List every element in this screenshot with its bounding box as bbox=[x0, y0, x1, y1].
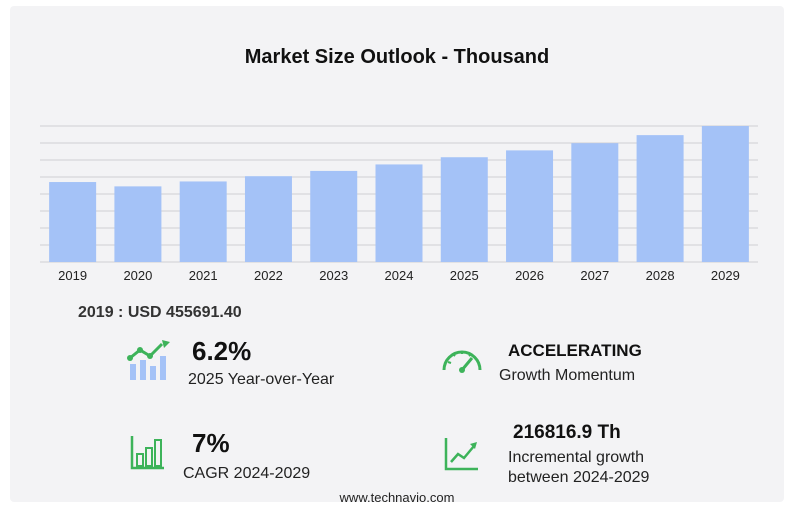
line-growth-icon bbox=[444, 436, 480, 477]
x-tick-label: 2020 bbox=[123, 268, 152, 283]
bar-chart: 2019 2020 2021 2022 2023 2024 2025 2026 2027 2028… bbox=[40, 125, 758, 283]
incremental-value: 216816.9 Th bbox=[513, 422, 621, 443]
bar-2021 bbox=[179, 181, 227, 262]
incremental-label-line1: Incremental growth bbox=[508, 449, 645, 466]
momentum-value: ACCELERATING bbox=[508, 341, 642, 360]
bar-2022 bbox=[244, 176, 292, 262]
bar-chart-icon bbox=[130, 434, 166, 477]
bar-2027 bbox=[571, 143, 619, 262]
x-tick-label: 2026 bbox=[515, 268, 544, 283]
momentum-label: Growth Momentum bbox=[499, 367, 636, 384]
yoy-value: 6.2% bbox=[192, 336, 252, 366]
chart-title: Market Size Outlook - Thousand bbox=[244, 46, 550, 68]
incremental-label-line2: between 2024-2029 bbox=[508, 469, 650, 486]
cagr-label: CAGR 2024-2029 bbox=[183, 465, 311, 482]
x-tick-label: 2024 bbox=[385, 268, 414, 283]
x-tick-label: 2027 bbox=[580, 268, 609, 283]
bar-2029 bbox=[701, 126, 749, 262]
bar-2020 bbox=[114, 186, 162, 262]
yoy-label: 2025 Year-over-Year bbox=[188, 371, 335, 388]
footer-url: www.technavio.com bbox=[339, 490, 455, 505]
bar-2028 bbox=[636, 135, 684, 262]
bar-2019 bbox=[49, 182, 97, 262]
x-tick-label: 2019 bbox=[58, 268, 87, 283]
x-tick-label: 2025 bbox=[450, 268, 479, 283]
bar-2024 bbox=[375, 164, 423, 262]
bar-2025 bbox=[440, 157, 488, 262]
bar-2026 bbox=[506, 150, 554, 262]
bar-2023 bbox=[310, 170, 358, 262]
x-tick-label: 2021 bbox=[189, 268, 218, 283]
x-tick-label: 2028 bbox=[646, 268, 675, 283]
chart-card: Market Size Outlook - Thousand 2019 2020 2… bbox=[10, 6, 784, 505]
bar-growth-icon bbox=[126, 338, 174, 389]
x-tick-label: 2029 bbox=[711, 268, 740, 283]
x-tick-label: 2023 bbox=[319, 268, 348, 283]
cagr-value: 7% bbox=[192, 428, 230, 458]
base-year-value: 2019 : USD 455691.40 bbox=[78, 304, 242, 321]
x-tick-label: 2022 bbox=[254, 268, 283, 283]
speedometer-icon bbox=[440, 342, 484, 381]
